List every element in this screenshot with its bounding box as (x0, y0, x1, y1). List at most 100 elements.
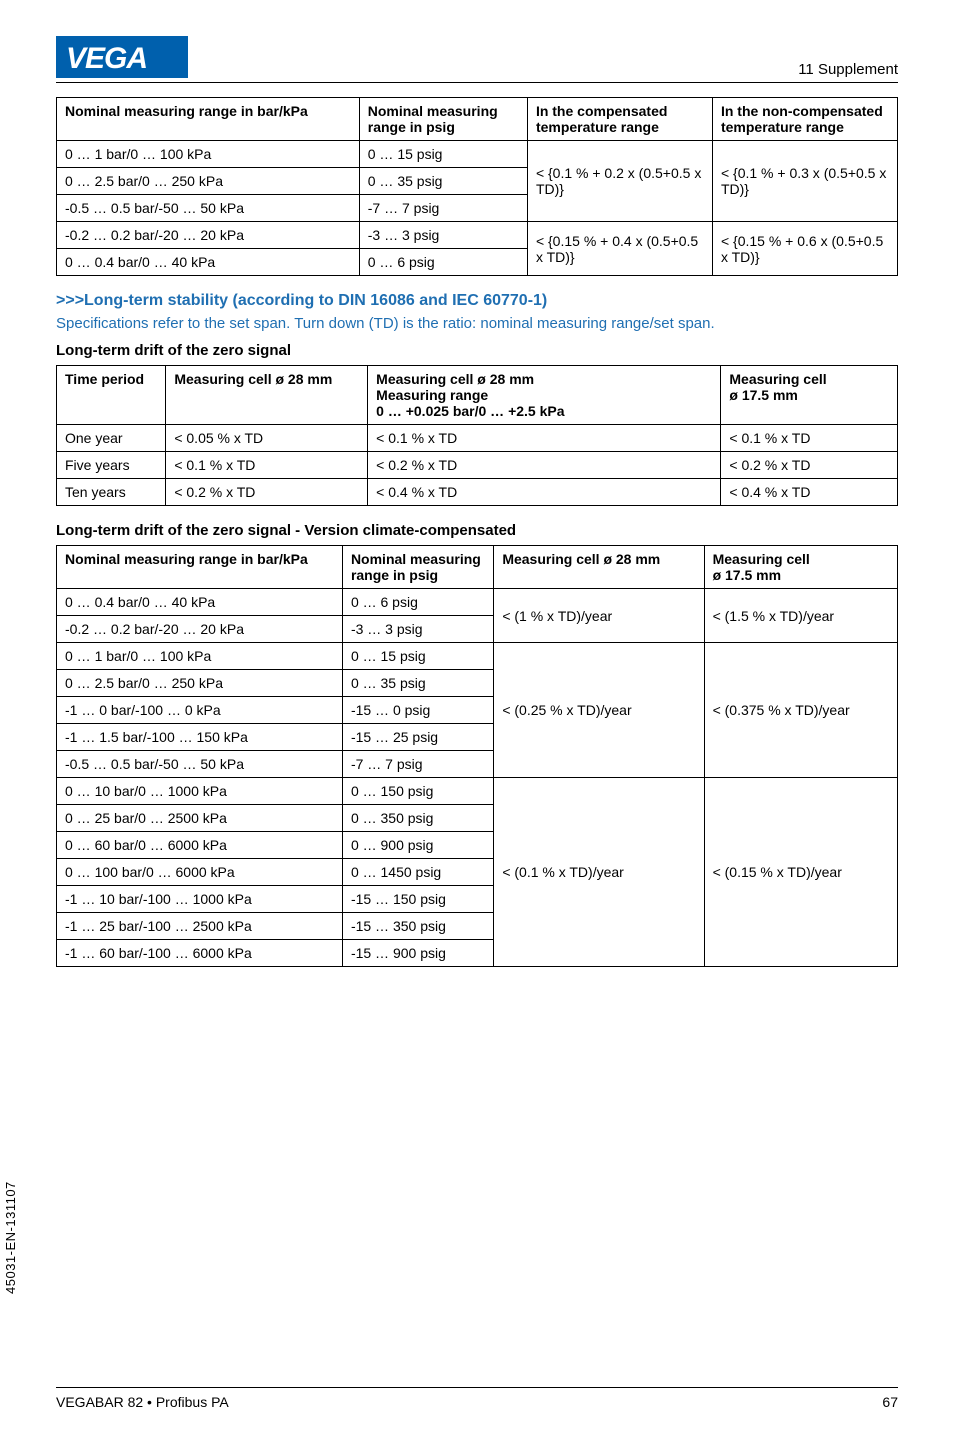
cell: 0 … 100 bar/0 … 6000 kPa (57, 859, 343, 886)
table-row: Nominal measuring range in bar/kPa Nomin… (57, 546, 898, 589)
cell: -1 … 25 bar/-100 … 2500 kPa (57, 913, 343, 940)
col-header: Nominal measuring range in bar/kPa (57, 98, 360, 141)
cell: < (0.375 % x TD)/year (704, 643, 897, 778)
cell: 0 … 6 psig (359, 249, 527, 276)
cell: 0 … 10 bar/0 … 1000 kPa (57, 778, 343, 805)
cell: -1 … 0 bar/-100 … 0 kPa (57, 697, 343, 724)
cell: 0 … 1 bar/0 … 100 kPa (57, 141, 360, 168)
footer-page-number: 67 (882, 1394, 898, 1410)
header-line: ø 17.5 mm (729, 387, 889, 403)
cell: < 0.4 % x TD (368, 479, 721, 506)
col-header: Nominal measuring range in psig (359, 98, 527, 141)
header-line: ø 17.5 mm (713, 567, 889, 583)
col-header: Measuring cell ø 17.5 mm (704, 546, 897, 589)
section-label: 11 Supplement (798, 61, 898, 78)
header-line: Measuring cell ø 28 mm (376, 371, 712, 387)
cell: 0 … 0.4 bar/0 … 40 kPa (57, 249, 360, 276)
cell: -0.2 … 0.2 bar/-20 … 20 kPa (57, 616, 343, 643)
header-line: Measuring cell (729, 371, 889, 387)
cell: -15 … 25 psig (342, 724, 493, 751)
table-title: Long-term drift of the zero signal (56, 342, 898, 359)
table-row: Ten years < 0.2 % x TD < 0.4 % x TD < 0.… (57, 479, 898, 506)
cell: -0.5 … 0.5 bar/-50 … 50 kPa (57, 751, 343, 778)
col-header: Nominal measuring range in bar/kPa (57, 546, 343, 589)
cell: < 0.4 % x TD (721, 479, 898, 506)
cell: < (0.25 % x TD)/year (494, 643, 704, 778)
cell: -0.5 … 0.5 bar/-50 … 50 kPa (57, 195, 360, 222)
cell: Ten years (57, 479, 166, 506)
table-row: 0 … 1 bar/0 … 100 kPa 0 … 15 psig < (0.2… (57, 643, 898, 670)
cell: < 0.05 % x TD (166, 425, 368, 452)
cell: 0 … 1450 psig (342, 859, 493, 886)
table-row: -0.2 … 0.2 bar/-20 … 20 kPa -3 … 3 psig … (57, 222, 898, 249)
cell: < {0.1 % + 0.3 x (0.5+0.5 x TD)} (712, 141, 897, 222)
cell: -3 … 3 psig (359, 222, 527, 249)
cell: 0 … 2.5 bar/0 … 250 kPa (57, 670, 343, 697)
cell: < {0.1 % + 0.2 x (0.5+0.5 x TD)} (527, 141, 712, 222)
cell: Five years (57, 452, 166, 479)
cell: 0 … 0.4 bar/0 … 40 kPa (57, 589, 343, 616)
col-header: Measuring cell ø 28 mm (166, 366, 368, 425)
cell: < 0.2 % x TD (721, 452, 898, 479)
cell: < (0.1 % x TD)/year (494, 778, 704, 967)
cell: < (0.15 % x TD)/year (704, 778, 897, 967)
cell: 0 … 900 psig (342, 832, 493, 859)
footer-left: VEGABAR 82 • Profibus PA (56, 1394, 229, 1410)
page-header: VEGA 11 Supplement (56, 36, 898, 83)
cell: -1 … 10 bar/-100 … 1000 kPa (57, 886, 343, 913)
cell: < 0.1 % x TD (721, 425, 898, 452)
cell: -15 … 900 psig (342, 940, 493, 967)
table-row: 0 … 0.4 bar/0 … 40 kPa 0 … 6 psig < (1 %… (57, 589, 898, 616)
cell: 0 … 350 psig (342, 805, 493, 832)
cell: -1 … 1.5 bar/-100 … 150 kPa (57, 724, 343, 751)
col-header: Nominal measuring range in psig (342, 546, 493, 589)
cell: < 0.2 % x TD (368, 452, 721, 479)
header-line: Measuring range (376, 387, 712, 403)
table-title: Long-term drift of the zero signal - Ver… (56, 522, 898, 539)
cell: -7 … 7 psig (359, 195, 527, 222)
cell: -15 … 0 psig (342, 697, 493, 724)
cell: 0 … 2.5 bar/0 … 250 kPa (57, 168, 360, 195)
col-header: Time period (57, 366, 166, 425)
cell: -15 … 150 psig (342, 886, 493, 913)
svg-text:VEGA: VEGA (66, 42, 147, 75)
cell: One year (57, 425, 166, 452)
table-longterm-drift: Time period Measuring cell ø 28 mm Measu… (56, 365, 898, 506)
table-row: 0 … 1 bar/0 … 100 kPa 0 … 15 psig < {0.1… (57, 141, 898, 168)
cell: -7 … 7 psig (342, 751, 493, 778)
cell: 0 … 35 psig (342, 670, 493, 697)
cell: < (1 % x TD)/year (494, 589, 704, 643)
table-row: Nominal measuring range in bar/kPa Nomin… (57, 98, 898, 141)
vega-logo: VEGA (56, 36, 188, 78)
cell: < (1.5 % x TD)/year (704, 589, 897, 643)
cell: < {0.15 % + 0.4 x (0.5+0.5 x TD)} (527, 222, 712, 276)
table-row: 0 … 10 bar/0 … 1000 kPa 0 … 150 psig < (… (57, 778, 898, 805)
table-row: Five years < 0.1 % x TD < 0.2 % x TD < 0… (57, 452, 898, 479)
table-row: One year < 0.05 % x TD < 0.1 % x TD < 0.… (57, 425, 898, 452)
document-id-vertical: 45031-EN-131107 (3, 1181, 18, 1294)
col-header: Measuring cell ø 17.5 mm (721, 366, 898, 425)
cell: 0 … 25 bar/0 … 2500 kPa (57, 805, 343, 832)
cell: 0 … 15 psig (342, 643, 493, 670)
section-description: Specifications refer to the set span. Tu… (56, 314, 898, 334)
cell: -3 … 3 psig (342, 616, 493, 643)
table-compensation-ranges: Nominal measuring range in bar/kPa Nomin… (56, 97, 898, 276)
cell: 0 … 60 bar/0 … 6000 kPa (57, 832, 343, 859)
cell: 0 … 15 psig (359, 141, 527, 168)
cell: < 0.2 % x TD (166, 479, 368, 506)
cell: < 0.1 % x TD (166, 452, 368, 479)
col-header: In the non-compensated temperature range (712, 98, 897, 141)
cell: < 0.1 % x TD (368, 425, 721, 452)
cell: 0 … 1 bar/0 … 100 kPa (57, 643, 343, 670)
table-row: Time period Measuring cell ø 28 mm Measu… (57, 366, 898, 425)
page-footer: VEGABAR 82 • Profibus PA 67 (56, 1387, 898, 1410)
cell: 0 … 35 psig (359, 168, 527, 195)
header-line: Measuring cell (713, 551, 889, 567)
cell: -1 … 60 bar/-100 … 6000 kPa (57, 940, 343, 967)
header-line: 0 … +0.025 bar/0 … +2.5 kPa (376, 403, 712, 419)
cell: 0 … 150 psig (342, 778, 493, 805)
col-header: Measuring cell ø 28 mm (494, 546, 704, 589)
cell: -15 … 350 psig (342, 913, 493, 940)
col-header: In the compensated temperature range (527, 98, 712, 141)
section-heading: >>>Long-term stability (according to DIN… (56, 292, 898, 310)
